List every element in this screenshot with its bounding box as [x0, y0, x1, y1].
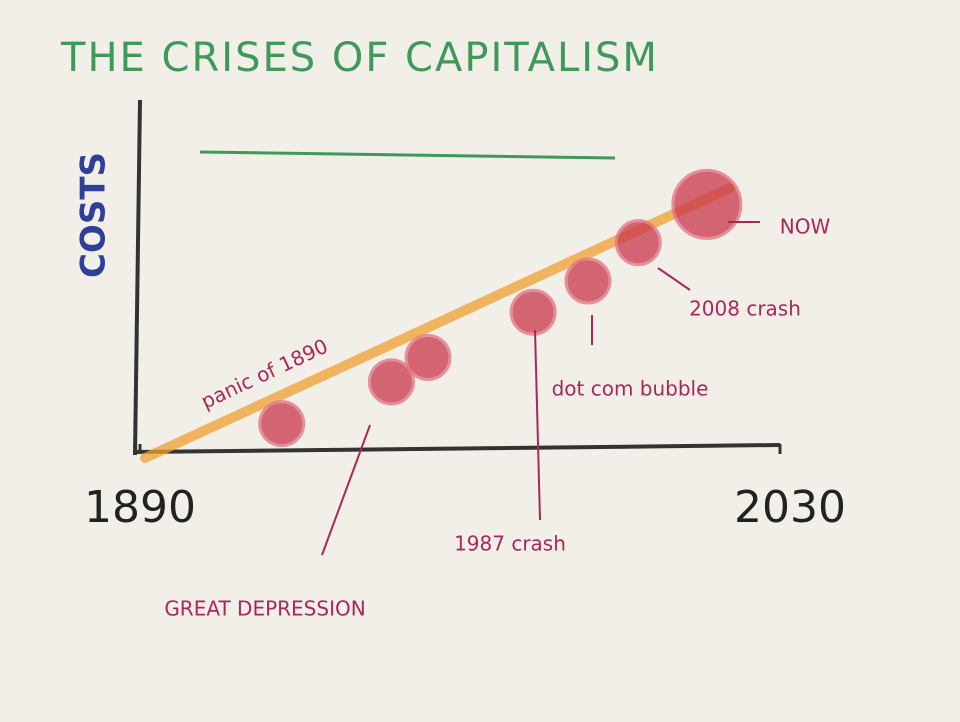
annotation: dot com bubble [552, 377, 709, 401]
point [509, 288, 557, 336]
point [404, 334, 452, 382]
title-underline [199, 150, 616, 160]
annotation: GREAT DEPRESSION [164, 597, 365, 621]
x-tick-label: 1890 [84, 482, 196, 533]
leader-line [657, 267, 691, 291]
chart-title: THE CRISES OF CAPITALISM [60, 35, 659, 81]
point [671, 168, 743, 240]
point [367, 358, 415, 406]
y-axis-label: COSTS [74, 152, 114, 278]
point [258, 400, 306, 448]
annotation: 1987 crash [454, 532, 566, 556]
annotation: NOW [780, 215, 831, 239]
x-axis [134, 443, 781, 454]
point [564, 257, 612, 305]
x-tick-label: 2030 [734, 482, 846, 533]
leader-line [534, 329, 541, 521]
point [614, 219, 662, 267]
annotation: 2008 crash [689, 297, 801, 321]
leader-line [321, 424, 371, 556]
y-axis [133, 99, 142, 456]
